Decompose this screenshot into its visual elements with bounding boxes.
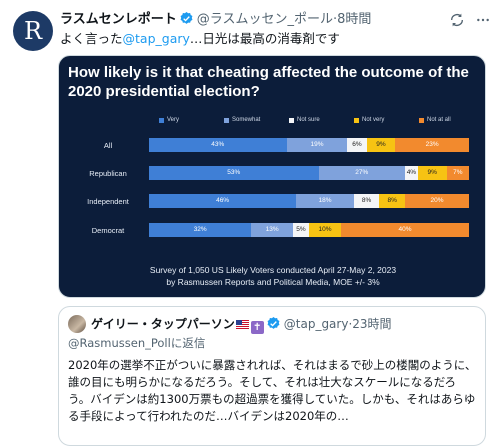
data-label: 6%: [352, 141, 362, 148]
author-handle[interactable]: @ラスムッセン_ポール: [196, 12, 333, 27]
chart-footnote-line2: by Rasmussen Reports and Political Media…: [166, 277, 380, 287]
data-label: 7%: [453, 169, 463, 176]
cross-icon: ✝: [250, 321, 264, 334]
legend-item-not-sure: Not sure: [289, 117, 354, 123]
header-actions: [449, 10, 491, 30]
legend-swatch: [289, 117, 294, 123]
bar-row-democrat: 32% 13% 5% 10% 40%: [149, 223, 469, 237]
bar-segment-not-at-all: [405, 194, 469, 208]
quoted-tweet-time[interactable]: 23時間: [352, 317, 392, 331]
more-icon[interactable]: [475, 12, 491, 28]
bar-row-all: 43% 19% 6% 9% 23%: [149, 138, 469, 152]
repost-icon[interactable]: [449, 12, 465, 28]
legend-swatch: [354, 117, 359, 123]
data-label: 27%: [355, 169, 369, 176]
data-label: 4%: [406, 169, 417, 176]
legend-item-not-at-all: Not at all: [419, 117, 484, 123]
bar-segment-not-very: [366, 138, 396, 152]
legend-item-not-very: Not very: [354, 117, 419, 123]
tweet-text-suffix: …日光は最高の消毒剤です: [189, 31, 340, 46]
bar-segment-very: [149, 223, 252, 237]
bar-segment-somewhat: [286, 138, 348, 152]
quoted-tweet[interactable]: ゲイリー・タップパーソン ✝ @tap_gary·23時間 @Rasmussen_P…: [58, 306, 486, 446]
data-label: 32%: [193, 226, 207, 233]
bar-segment-not-very: [417, 166, 447, 180]
verified-badge-icon: [267, 316, 280, 329]
dot-separator: ·: [348, 317, 353, 331]
legend-label: Not sure: [297, 117, 320, 123]
legend-swatch: [224, 117, 229, 123]
quoted-author-handle[interactable]: @tap_gary: [283, 317, 349, 331]
chart-image[interactable]: How likely is it that cheating affected …: [58, 55, 486, 298]
bar-row-republican: 53% 27% 4% 9% 7%: [149, 166, 469, 180]
bar-segment-not-at-all: [341, 223, 469, 237]
data-label: 9%: [427, 169, 437, 176]
data-label: 40%: [398, 226, 412, 233]
chart-footnote-line1: Survey of 1,050 US Likely Voters conduct…: [149, 265, 397, 275]
quoted-tweet-header: ゲイリー・タップパーソン ✝ @tap_gary·23時間: [91, 315, 475, 334]
data-label: 46%: [216, 197, 230, 204]
legend-label: Not at all: [427, 117, 451, 123]
bar-segment-not-very: [309, 223, 341, 237]
author-name[interactable]: ラスムセンレポート: [60, 12, 177, 27]
mention-link[interactable]: @tap_gary: [122, 31, 190, 46]
tweet-text-prefix: よく言った: [60, 31, 123, 46]
verified-badge-icon: [180, 11, 193, 24]
us-flag-icon: [235, 320, 249, 329]
bar-segment-somewhat: [318, 166, 405, 180]
category-label-all: All: [103, 141, 113, 150]
legend-item-very: Very: [159, 117, 224, 123]
legend-swatch: [159, 117, 164, 123]
legend-swatch: [419, 117, 424, 123]
quoted-tweet-text: 2020年の選挙不正がついに暴露されれば、それはまるで砂上の楼閣のように、誰の目…: [68, 358, 477, 423]
data-label: 20%: [430, 197, 444, 204]
author-avatar[interactable]: R: [13, 11, 53, 51]
quoted-author-avatar[interactable]: [68, 315, 86, 333]
bar-segment-very: [149, 194, 297, 208]
data-label: 23%: [425, 141, 439, 148]
tweet-header: ラスムセンレポート @ラスムッセン_ポール·8時間: [60, 10, 461, 30]
bar-segment-not-sure: [353, 194, 380, 208]
category-label-independent: Independent: [87, 197, 129, 206]
tweet-time[interactable]: 8時間: [337, 12, 372, 27]
legend-label: Somewhat: [232, 117, 261, 123]
legend-label: Not very: [362, 117, 385, 123]
bar-segment-very: [149, 166, 319, 180]
data-label: 53%: [227, 169, 241, 176]
data-label: 9%: [376, 141, 386, 148]
data-label: 18%: [318, 197, 332, 204]
data-label: 13%: [265, 226, 279, 233]
bar-segment-not-at-all: [395, 138, 469, 152]
legend-item-somewhat: Somewhat: [224, 117, 289, 123]
bar-segment-somewhat: [251, 223, 293, 237]
data-label: 5%: [296, 226, 306, 233]
bar-row-independent: 46% 18% 8% 8% 20%: [149, 194, 469, 208]
bar-segment-very: [149, 138, 287, 152]
reply-to-label: @Rasmussen_Pollに返信: [68, 336, 206, 350]
data-label: 19%: [310, 141, 324, 148]
data-label: 10%: [318, 226, 332, 233]
quoted-author-name[interactable]: ゲイリー・タップパーソン: [91, 317, 235, 331]
dot-separator: ·: [333, 12, 338, 27]
bar-segment-not-at-all: [446, 166, 469, 180]
data-label: 8%: [361, 197, 372, 204]
tweet-text: よく言った@tap_gary…日光は最高の消毒剤です: [60, 30, 340, 48]
bar-segment-not-sure: [347, 138, 367, 152]
chart-legend: Very Somewhat Not sure Not very Not at all: [159, 117, 484, 123]
chart-title: How likely is it that cheating affected …: [68, 64, 469, 100]
data-label: 43%: [211, 141, 225, 148]
bar-segment-not-sure: [405, 166, 418, 180]
bar-segment-somewhat: [296, 194, 354, 208]
category-label-republican: Republican: [89, 169, 127, 178]
bar-segment-not-very: [379, 194, 405, 208]
category-label-democrat: Democrat: [91, 226, 125, 235]
bar-segment-not-sure: [293, 223, 309, 237]
legend-label: Very: [167, 117, 180, 123]
data-label: 8%: [387, 197, 397, 204]
